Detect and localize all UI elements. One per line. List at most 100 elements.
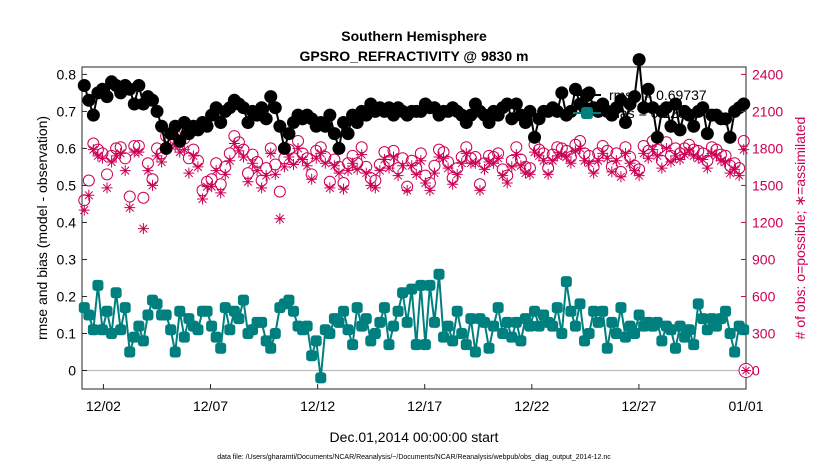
- rmse-marker: [641, 82, 655, 96]
- assimilated-obs-marker: [347, 157, 359, 169]
- bias-marker: [256, 316, 268, 328]
- rmse-marker: [145, 93, 159, 107]
- assimilated-obs-marker: [692, 152, 704, 164]
- assimilated-obs-marker: [174, 146, 186, 158]
- bias-marker: [606, 316, 618, 328]
- bias-marker: [633, 309, 645, 321]
- assimilated-obs-marker: [256, 182, 268, 194]
- assimilated-obs-marker: [406, 160, 418, 172]
- bias-marker: [165, 324, 177, 336]
- rmse-marker: [214, 116, 228, 130]
- bias-marker: [178, 331, 190, 343]
- rmse-marker: [350, 116, 364, 130]
- assimilated-obs-marker: [219, 168, 231, 180]
- rmse-marker: [719, 112, 733, 126]
- bias-marker: [378, 302, 390, 314]
- y-left-tick-label: 0.3: [57, 251, 77, 267]
- bias-marker: [729, 346, 741, 358]
- assimilated-obs-marker: [579, 155, 591, 167]
- rmse-marker: [518, 116, 532, 130]
- assimilated-obs-marker: [187, 150, 199, 162]
- assimilated-obs-marker: [133, 146, 145, 158]
- y-right-tick-label: 1500: [752, 177, 783, 193]
- bias-marker: [447, 335, 459, 347]
- assimilated-obs-marker: [583, 157, 595, 169]
- assimilated-obs-marker: [119, 165, 131, 177]
- assimilated-obs-marker: [328, 160, 340, 172]
- bias-marker: [306, 350, 318, 362]
- assimilated-obs-marker: [538, 155, 550, 167]
- assimilated-obs-marker: [524, 168, 536, 180]
- assimilated-obs-marker: [265, 147, 277, 159]
- bias-marker: [419, 339, 431, 351]
- assimilated-obs-marker: [738, 144, 750, 156]
- assimilated-obs-marker: [151, 150, 163, 162]
- assimilated-obs-marker: [710, 150, 722, 162]
- bias-marker: [615, 302, 627, 314]
- assimilated-obs-marker: [419, 177, 431, 189]
- bias-marker: [497, 327, 509, 339]
- rmse-marker: [632, 53, 646, 67]
- assimilated-obs-marker: [338, 183, 350, 195]
- bias-marker: [597, 305, 609, 317]
- assimilated-obs-marker: [510, 149, 522, 161]
- assimilated-obs-marker: [115, 147, 127, 159]
- assimilated-obs-marker: [247, 157, 259, 169]
- rmse-marker: [687, 119, 701, 133]
- bias-marker: [392, 305, 404, 317]
- x-tick-label: 12/02: [86, 398, 121, 414]
- assimilated-obs-marker: [397, 160, 409, 172]
- legend-rmse-text: rmse = 0.69737: [609, 87, 707, 103]
- rmse-marker: [337, 116, 351, 130]
- bias-marker: [137, 335, 149, 347]
- y-left-tick-label: 0.4: [57, 214, 77, 230]
- bias-marker: [315, 372, 327, 384]
- assimilated-obs-marker: [619, 147, 631, 159]
- assimilated-obs-marker: [333, 167, 345, 179]
- assimilated-obs-marker: [433, 151, 445, 163]
- assimilated-obs-marker: [515, 160, 527, 172]
- assimilated-obs-marker: [383, 162, 395, 174]
- legend: rmse = 0.69737 bias = 0.12807: [573, 87, 707, 121]
- bias-marker: [569, 320, 581, 332]
- assimilated-obs-marker: [410, 168, 422, 180]
- y-axis-left-label: rmse and bias (model - observation): [34, 116, 50, 340]
- rmse-marker: [268, 101, 282, 115]
- bias-marker: [224, 324, 236, 336]
- bias-marker: [96, 324, 108, 336]
- assimilated-obs-marker: [319, 157, 331, 169]
- assimilated-obs-marker: [697, 154, 709, 166]
- legend-rmse-marker: [580, 88, 594, 102]
- rmse-marker: [241, 116, 255, 130]
- assimilated-obs-marker: [224, 155, 236, 167]
- assimilated-obs-marker: [688, 150, 700, 162]
- assimilated-obs-marker: [615, 171, 627, 183]
- rmse-marker: [327, 127, 341, 141]
- assimilated-obs-marker: [670, 150, 682, 162]
- assimilated-obs-marker: [610, 155, 622, 167]
- assimilated-obs-marker: [592, 155, 604, 167]
- assimilated-obs-marker: [720, 156, 732, 168]
- assimilated-obs-marker: [392, 170, 404, 182]
- y-right-tick-label: 1800: [752, 140, 783, 156]
- assimilated-obs-marker: [638, 147, 650, 159]
- assimilated-obs-marker: [378, 154, 390, 166]
- bias-marker: [442, 320, 454, 332]
- assimilated-obs-marker: [651, 150, 663, 162]
- assimilated-obs-marker: [110, 150, 122, 162]
- bias-marker: [583, 327, 595, 339]
- bias-marker: [688, 339, 700, 351]
- x-tick-label: 12/17: [407, 398, 442, 414]
- bias-marker: [333, 316, 345, 328]
- bias-marker: [119, 302, 131, 314]
- rmse-marker: [618, 116, 632, 130]
- bias-marker: [83, 309, 95, 321]
- assimilated-obs-marker: [478, 163, 490, 175]
- bias-marker: [401, 316, 413, 328]
- rmse-marker: [723, 130, 737, 144]
- rmse-marker: [696, 101, 710, 115]
- bias-marker: [169, 346, 181, 358]
- assimilated-obs-marker: [451, 168, 463, 180]
- rmse-marker: [555, 86, 569, 100]
